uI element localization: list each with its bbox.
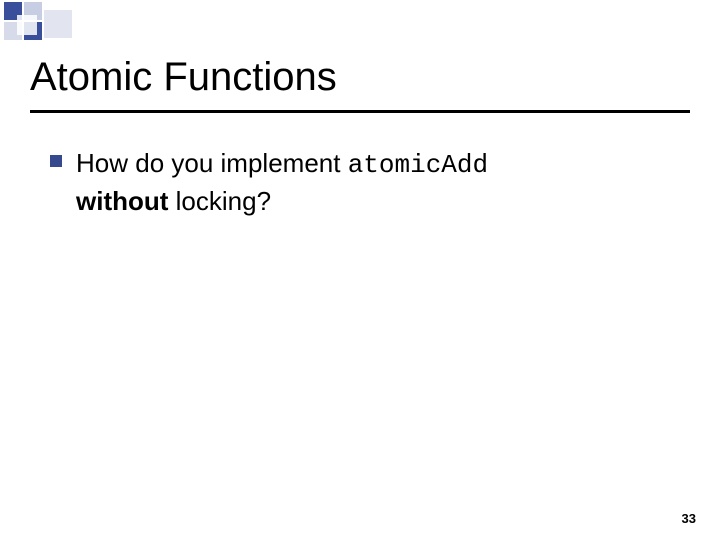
slide-body: How do you implement atomicAdd without l…: [50, 145, 660, 219]
title-underline: [30, 110, 690, 113]
bullet-text-pre: How do you implement: [76, 148, 348, 178]
square-bullet-icon: [50, 155, 62, 167]
bullet-item: How do you implement atomicAdd without l…: [50, 145, 660, 219]
page-number: 33: [682, 511, 696, 526]
decor-square: [44, 10, 72, 38]
bullet-code: atomicAdd: [348, 150, 488, 180]
title-block: Atomic Functions: [30, 55, 690, 100]
bullet-bold: without: [76, 186, 168, 216]
slide-title: Atomic Functions: [30, 55, 690, 100]
decor-square: [17, 15, 37, 35]
bullet-text-post: locking?: [168, 186, 271, 216]
bullet-text: How do you implement atomicAdd without l…: [76, 145, 488, 219]
corner-decoration: [0, 0, 100, 48]
